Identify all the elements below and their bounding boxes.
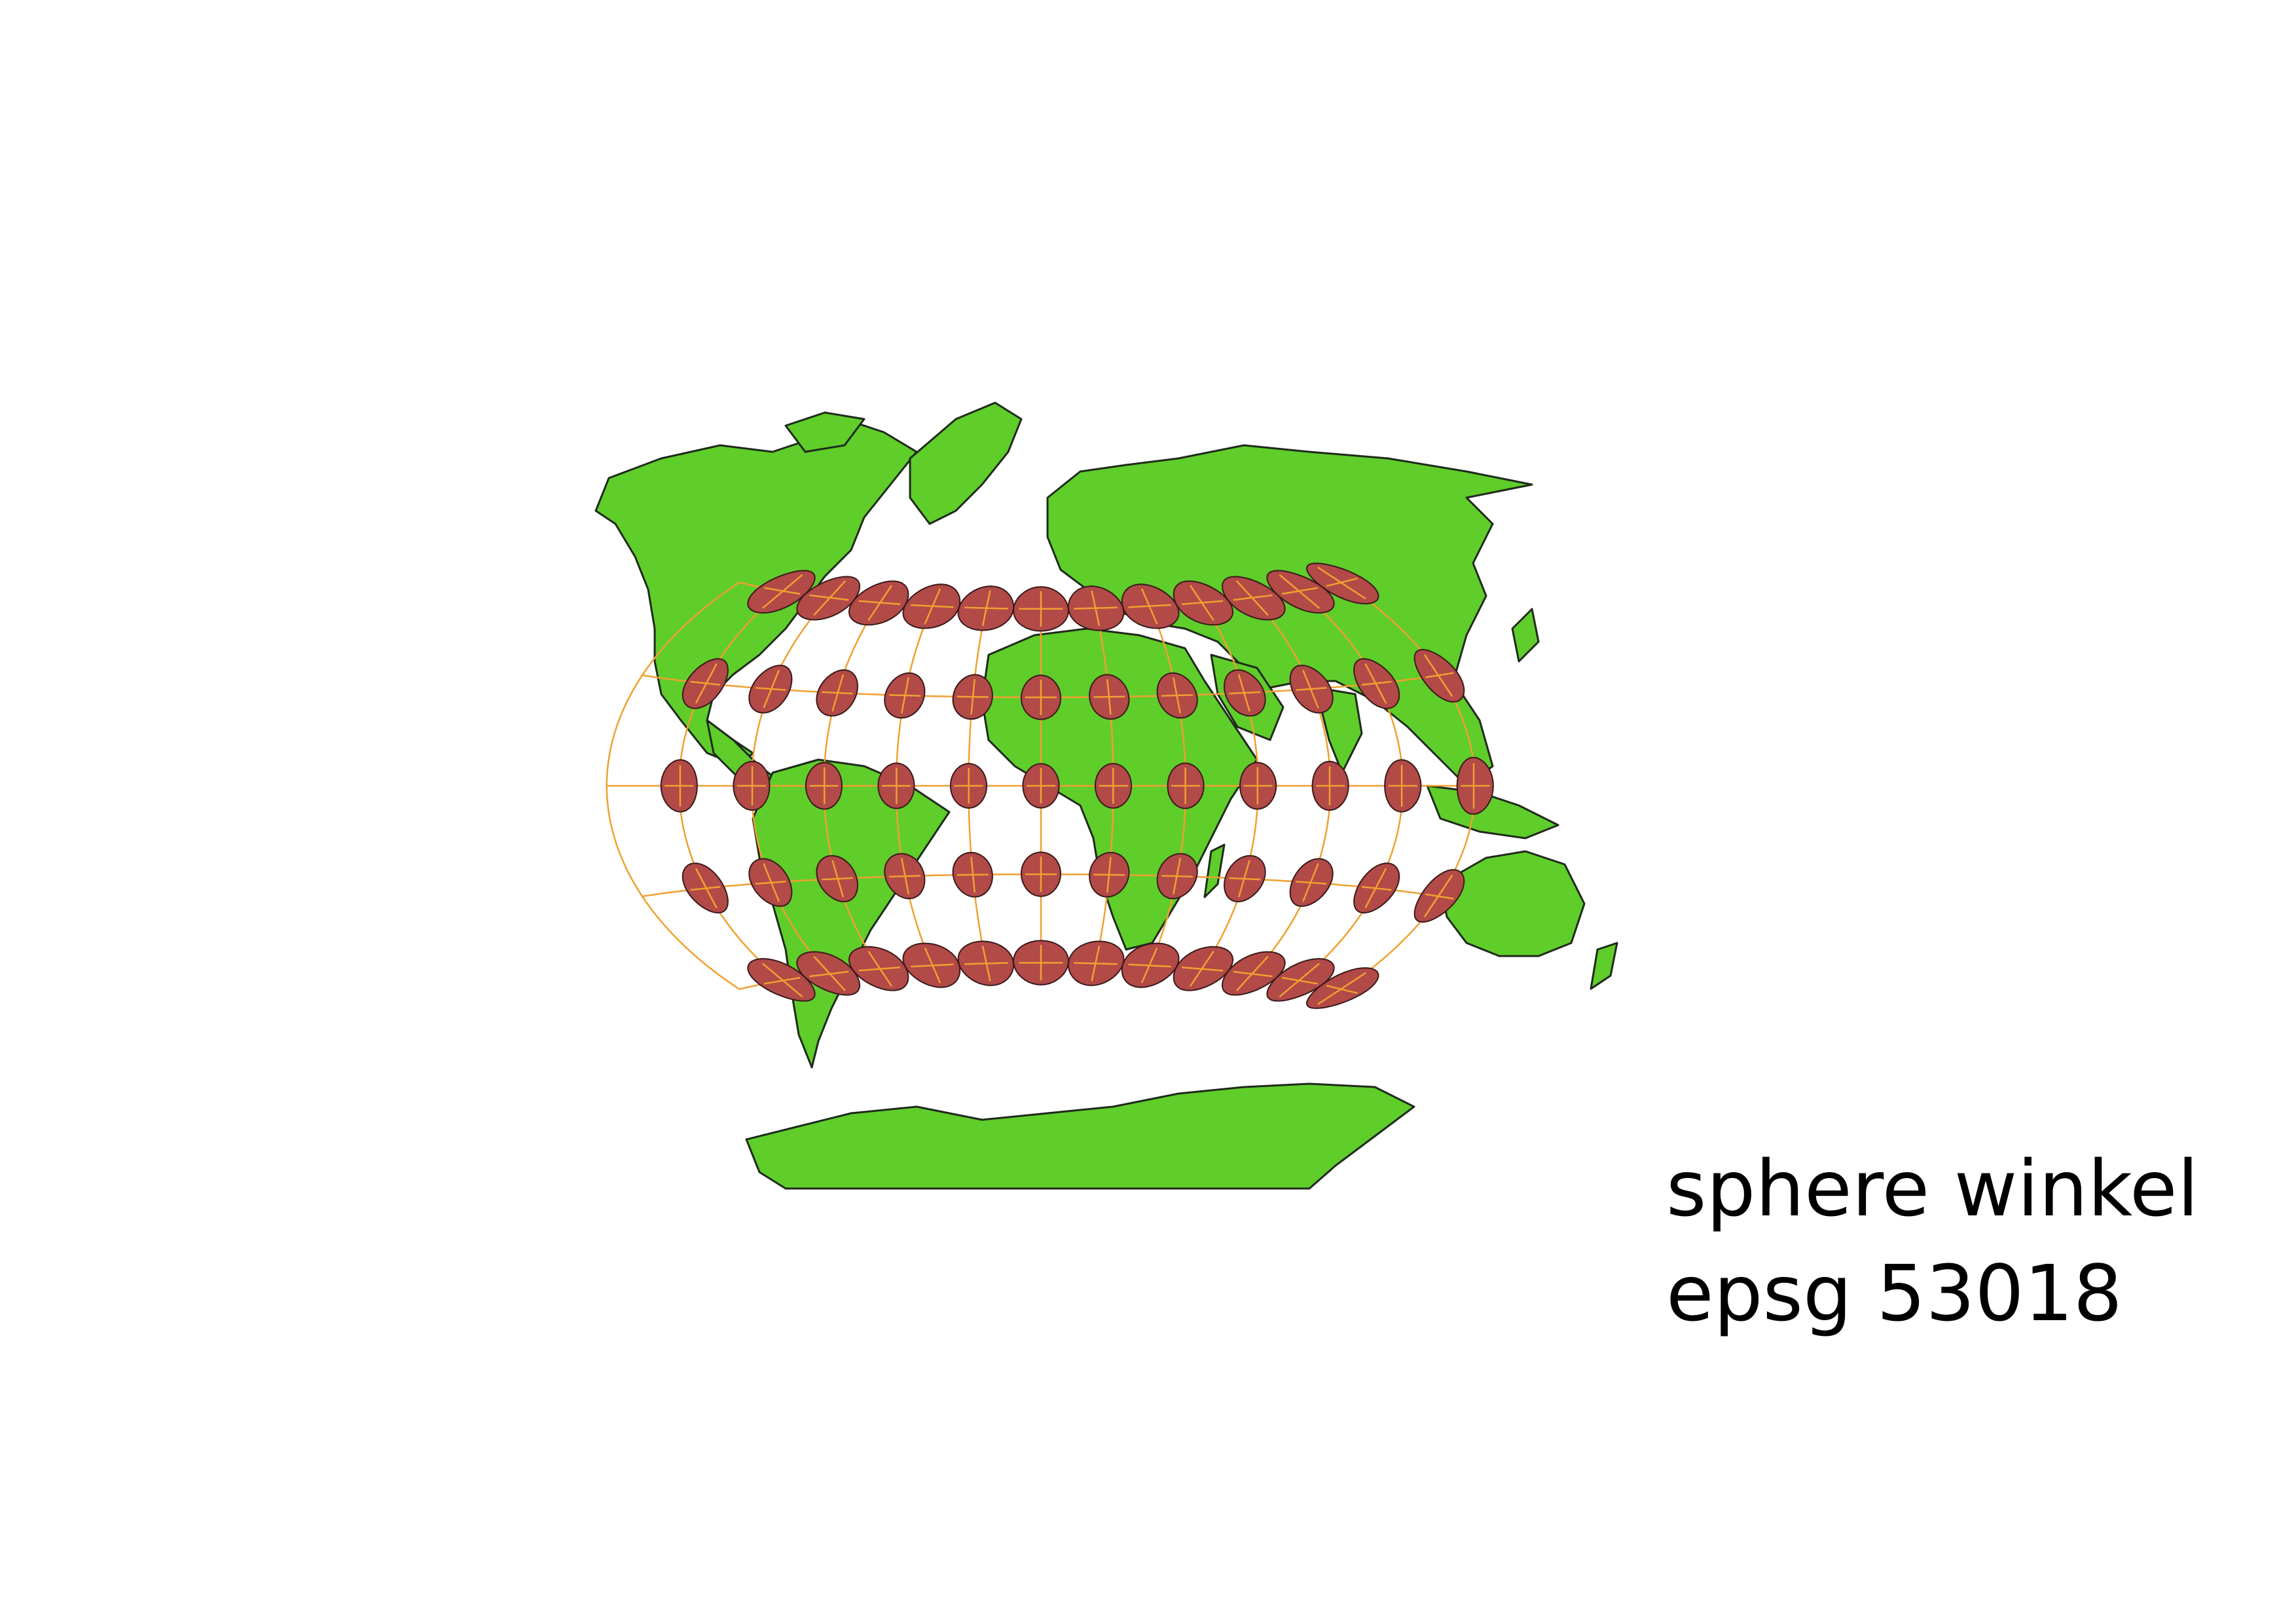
indicatrix-meridian-segment — [1091, 590, 1101, 627]
australia — [1439, 850, 1586, 957]
indicatrix-parallel-segment — [1425, 893, 1454, 900]
indicatrix-meridian-segment — [1302, 669, 1319, 709]
indicatrix-meridian-segment — [1302, 863, 1319, 902]
indicatrix-meridian-segment — [1235, 580, 1269, 616]
indicatrix-meridian-segment — [1237, 674, 1250, 712]
indicatrix-meridian-segment — [1235, 955, 1269, 991]
madagascar — [1203, 843, 1226, 898]
indicatrix-parallel-segment — [690, 680, 721, 686]
indicatrix-meridian-segment — [831, 674, 845, 712]
indicatrix-meridian-segment — [1317, 972, 1366, 1005]
indicatrix-meridian-segment — [761, 574, 803, 609]
indicatrix-meridian-segment — [813, 955, 847, 991]
indicatrix-meridian-segment — [831, 860, 845, 898]
new-zealand — [1590, 942, 1618, 990]
indicatrix-meridian-segment — [1140, 947, 1158, 984]
indicatrix-meridian-segment — [900, 677, 910, 714]
indicatrix-meridian-segment — [900, 858, 910, 895]
indicatrix-meridian-segment — [1190, 950, 1214, 987]
indicatrix-meridian-segment — [1279, 963, 1321, 998]
indicatrix-meridian-segment — [1190, 585, 1214, 621]
indicatrix-meridian-segment — [970, 857, 975, 893]
japan — [1511, 608, 1540, 663]
indicatrix-meridian-segment — [924, 947, 941, 984]
indicatrix-meridian-segment — [1423, 874, 1453, 917]
indicatrix-meridian-segment — [813, 580, 847, 616]
indicatrix-meridian-segment — [1172, 677, 1182, 714]
indicatrix-meridian-segment — [1279, 574, 1321, 609]
south-america — [752, 758, 951, 1069]
indicatrix-parallel-segment — [1361, 886, 1392, 891]
indicatrix-meridian-segment — [970, 678, 975, 715]
indicatrix-meridian-segment — [1106, 678, 1112, 715]
indicatrix-meridian-segment — [867, 585, 892, 621]
caption-epsg-code: epsg 53018 — [1666, 1248, 2123, 1338]
indicatrix-meridian-segment — [924, 588, 941, 625]
indicatrix-meridian-segment — [1364, 868, 1387, 909]
indicatrix-meridian-segment — [1364, 663, 1387, 704]
indicatrix-meridian-segment — [1423, 654, 1453, 697]
indicatrix-parallel-segment — [690, 886, 721, 891]
indicatrix-parallel-segment — [1361, 680, 1392, 686]
indicatrix-meridian-segment — [763, 669, 780, 709]
indicatrix-meridian-segment — [695, 663, 718, 704]
caption-projection-name: sphere winkel — [1666, 1143, 2199, 1234]
indicatrix-meridian-segment — [1106, 857, 1112, 893]
indicatrix-meridian-segment — [1140, 588, 1158, 625]
indicatrix-parallel-segment — [1425, 672, 1454, 678]
map-caption: sphere winkel epsg 53018 — [1666, 1136, 2198, 1346]
arctic-islands — [784, 411, 866, 453]
indicatrix-meridian-segment — [761, 963, 803, 998]
indicatrix-meridian-segment — [695, 868, 718, 909]
indicatrix-meridian-segment — [981, 590, 991, 627]
indicatrix-meridian-segment — [1317, 566, 1366, 600]
antarctica — [745, 1082, 1415, 1190]
indicatrix-meridian-segment — [1091, 945, 1101, 982]
indicatrix-layer — [660, 563, 1494, 1009]
greenland — [909, 401, 1023, 525]
indicatrix-meridian-segment — [981, 945, 991, 982]
indicatrix-meridian-segment — [1172, 858, 1182, 895]
indicatrix-meridian-segment — [1237, 860, 1250, 898]
indicatrix-meridian-segment — [867, 950, 892, 987]
indicatrix-meridian-segment — [763, 863, 780, 902]
